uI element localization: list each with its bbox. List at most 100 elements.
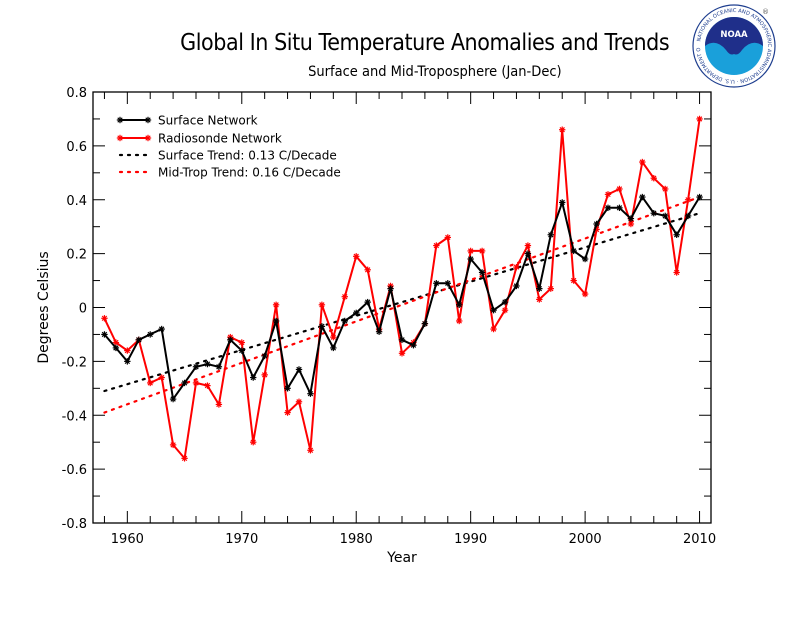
marker-stroke (605, 205, 611, 211)
surface-data-point (295, 366, 303, 373)
surface-data-point (227, 336, 234, 344)
marker-stroke (433, 280, 440, 286)
marker-stroke (490, 326, 497, 332)
radiosonde-data-point (478, 247, 486, 255)
surface-data-point (192, 363, 200, 370)
marker-stroke (227, 337, 234, 343)
marker-stroke (479, 269, 485, 276)
radiosonde-data-point (547, 285, 554, 292)
radiosonde-data-point (284, 409, 291, 416)
marker-stroke (239, 347, 245, 354)
surface-data-point (124, 358, 131, 365)
surface-data-point (524, 250, 532, 257)
surface-data-point (375, 328, 383, 335)
radiosonde-data-point (501, 306, 509, 314)
axes: 0.8 0.6 0.4 0.2 0 -0.2 -0.4 -0.6 -0.8 1960 1970 198… (36, 86, 716, 566)
radiosonde-data-point (559, 126, 566, 133)
radiosonde-data-point (238, 339, 245, 346)
x-tick-label: 1960 (111, 532, 144, 547)
marker-stroke (101, 315, 108, 321)
radiosonde-data-point (364, 266, 371, 273)
surface-data-point (513, 282, 520, 290)
marker-stroke (673, 232, 680, 238)
marker-stroke (685, 197, 691, 203)
radiosonde-data-point (147, 379, 154, 387)
marker-stroke (204, 382, 211, 389)
marker-stroke (616, 186, 623, 192)
marker-stroke (113, 345, 119, 351)
marker-stroke (433, 242, 440, 249)
surface-data-point (490, 306, 497, 314)
radiosonde-data-point (398, 350, 406, 357)
radiosonde-data-point (353, 253, 360, 260)
marker-stroke (536, 285, 543, 292)
marker-stroke (376, 329, 382, 335)
surface-data-point (639, 193, 646, 201)
marker-stroke (101, 331, 108, 338)
radiosonde-data-point (181, 455, 188, 462)
marker-stroke (204, 361, 211, 367)
radiosonde-data-point (673, 269, 680, 276)
marker-stroke (284, 385, 291, 391)
marker-stroke (250, 374, 256, 381)
x-tick-label: 2000 (569, 532, 602, 547)
legend-surface-trend: Surface Trend: 0.13 C/Decade (118, 149, 337, 163)
radiosonde-data-point (456, 317, 463, 325)
marker-stroke (273, 302, 279, 308)
surface-data-point (444, 280, 451, 287)
legend-radiosonde-network: Radiosonde Network (116, 132, 282, 146)
marker-stroke (467, 256, 474, 262)
surface-data-point (261, 352, 268, 360)
marker-stroke (124, 347, 131, 354)
marker-stroke (364, 299, 371, 305)
marker-stroke (410, 342, 417, 348)
marker-stroke (353, 310, 359, 316)
surface-data-point (204, 360, 211, 368)
legend-mid-trop-trend: Mid-Trop Trend: 0.16 C/Decade (118, 166, 341, 180)
marker-stroke (273, 318, 279, 324)
marker-stroke (216, 401, 222, 408)
radiosonde-data-point (513, 263, 520, 271)
marker-stroke (422, 320, 428, 327)
y-axis-label: Degrees Celsius (36, 251, 52, 363)
marker-stroke (696, 116, 703, 122)
surface-data-point (318, 323, 326, 330)
marker-stroke (548, 232, 554, 238)
marker-stroke (662, 186, 668, 192)
radiosonde-data-point (650, 175, 657, 182)
logo-text: NOAA (720, 30, 748, 40)
marker-stroke (445, 280, 451, 286)
marker-stroke (158, 326, 165, 332)
marker-stroke (513, 264, 520, 270)
marker-stroke (307, 391, 314, 397)
surface-data-point (307, 390, 314, 397)
y-tick-label: 0.6 (66, 140, 87, 155)
surface-data-point (158, 325, 165, 333)
legend-marker (144, 134, 152, 142)
legend-marker (116, 116, 124, 124)
radiosonde-data-point (112, 339, 120, 346)
radiosonde-data-point (295, 398, 303, 405)
legend-surface-network: Surface Network (116, 114, 258, 128)
marker-stroke (479, 248, 485, 254)
marker-stroke (513, 283, 520, 289)
marker-stroke (628, 215, 634, 222)
marker-stroke (296, 399, 302, 405)
radiosonde-data-point (272, 301, 280, 309)
marker-stroke (548, 285, 554, 292)
marker-stroke (342, 318, 348, 324)
marker-stroke (261, 372, 268, 378)
marker-stroke (582, 256, 588, 262)
marker-stroke (250, 439, 256, 445)
marker-stroke (170, 442, 176, 448)
marker-stroke (456, 318, 462, 324)
marker-stroke (685, 213, 691, 219)
radiosonde-data-point (307, 447, 314, 454)
marker-stroke (570, 277, 577, 284)
surface-data-point (547, 231, 554, 238)
trend-lines (103, 195, 701, 414)
legend-label: Surface Network (158, 114, 258, 128)
y-tick-label: -0.2 (62, 355, 87, 370)
legend-label: Radiosonde Network (158, 132, 282, 146)
